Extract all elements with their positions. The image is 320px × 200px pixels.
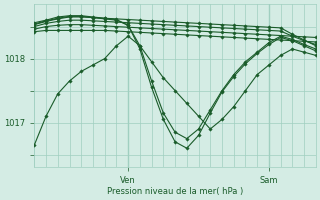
X-axis label: Pression niveau de la mer( hPa ): Pression niveau de la mer( hPa ) <box>107 187 243 196</box>
